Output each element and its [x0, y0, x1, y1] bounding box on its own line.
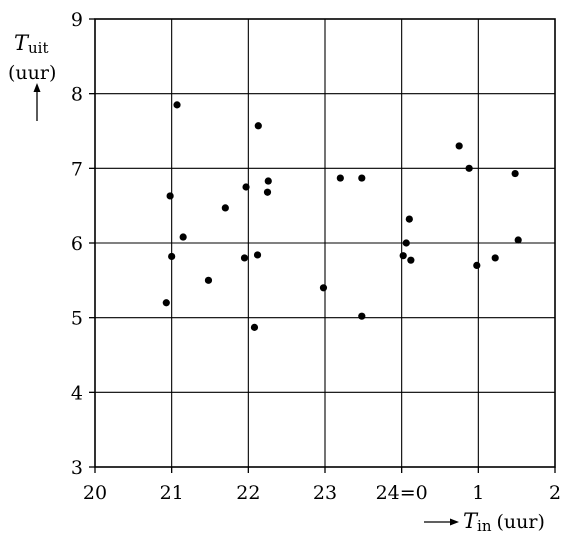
- data-point: [336, 174, 344, 182]
- data-point: [405, 215, 413, 223]
- data-point: [263, 188, 272, 196]
- data-point: [264, 177, 272, 185]
- data-point: [319, 284, 328, 292]
- x-tick-label: 1: [472, 482, 484, 504]
- x-tick-label: 21: [160, 482, 184, 504]
- y-axis-symbol: T: [14, 31, 30, 55]
- data-point: [173, 101, 181, 109]
- grid-lines: [95, 19, 555, 467]
- data-point: [253, 251, 262, 259]
- data-point: [168, 252, 176, 261]
- data-point: [455, 142, 463, 150]
- y-axis-subscript: uit: [28, 39, 49, 57]
- data-point: [407, 256, 415, 264]
- x-tick-labels: 20 21 22 23 24=0 1 2: [83, 482, 561, 504]
- x-tick-label: 22: [236, 482, 260, 504]
- data-point: [491, 254, 499, 262]
- x-tick-label: 20: [83, 482, 107, 504]
- axis-ticks: [89, 18, 556, 473]
- x-tick-label: 2: [549, 482, 561, 504]
- data-point: [473, 261, 481, 269]
- data-point: [254, 122, 262, 130]
- y-axis-unit: (uur): [8, 62, 56, 84]
- data-points: [162, 101, 522, 331]
- data-point: [221, 204, 229, 212]
- data-point: [511, 169, 519, 178]
- data-point: [465, 164, 473, 172]
- x-axis-symbol: T: [463, 509, 479, 533]
- y-tick-label: 9: [71, 9, 83, 31]
- data-point: [358, 312, 366, 320]
- x-axis-title: Tin (uur): [463, 509, 545, 535]
- data-point: [250, 323, 259, 331]
- y-tick-label: 4: [71, 382, 83, 404]
- data-point: [166, 192, 174, 200]
- data-point: [242, 183, 250, 191]
- y-tick-labels: 3 4 5 6 7 8 9: [71, 9, 83, 479]
- data-point: [162, 299, 170, 307]
- y-tick-label: 7: [71, 158, 83, 180]
- data-point: [204, 276, 213, 284]
- x-tick-label: 23: [313, 482, 337, 504]
- y-axis-title: Tuit: [14, 31, 49, 57]
- data-point: [240, 254, 249, 262]
- x-axis-subscript: in: [477, 517, 492, 535]
- x-axis-arrow-icon: [424, 518, 459, 526]
- x-tick-label: 24=0: [376, 482, 428, 504]
- data-point: [179, 233, 187, 241]
- y-tick-label: 8: [71, 84, 83, 106]
- data-point: [402, 239, 410, 247]
- data-point: [399, 252, 407, 260]
- data-point: [514, 236, 522, 244]
- y-tick-label: 3: [71, 457, 83, 479]
- data-point: [358, 174, 366, 182]
- y-tick-label: 5: [71, 308, 83, 330]
- x-axis-unit: (uur): [496, 511, 544, 533]
- y-tick-label: 6: [71, 233, 83, 255]
- y-axis-arrow-icon: [33, 83, 41, 121]
